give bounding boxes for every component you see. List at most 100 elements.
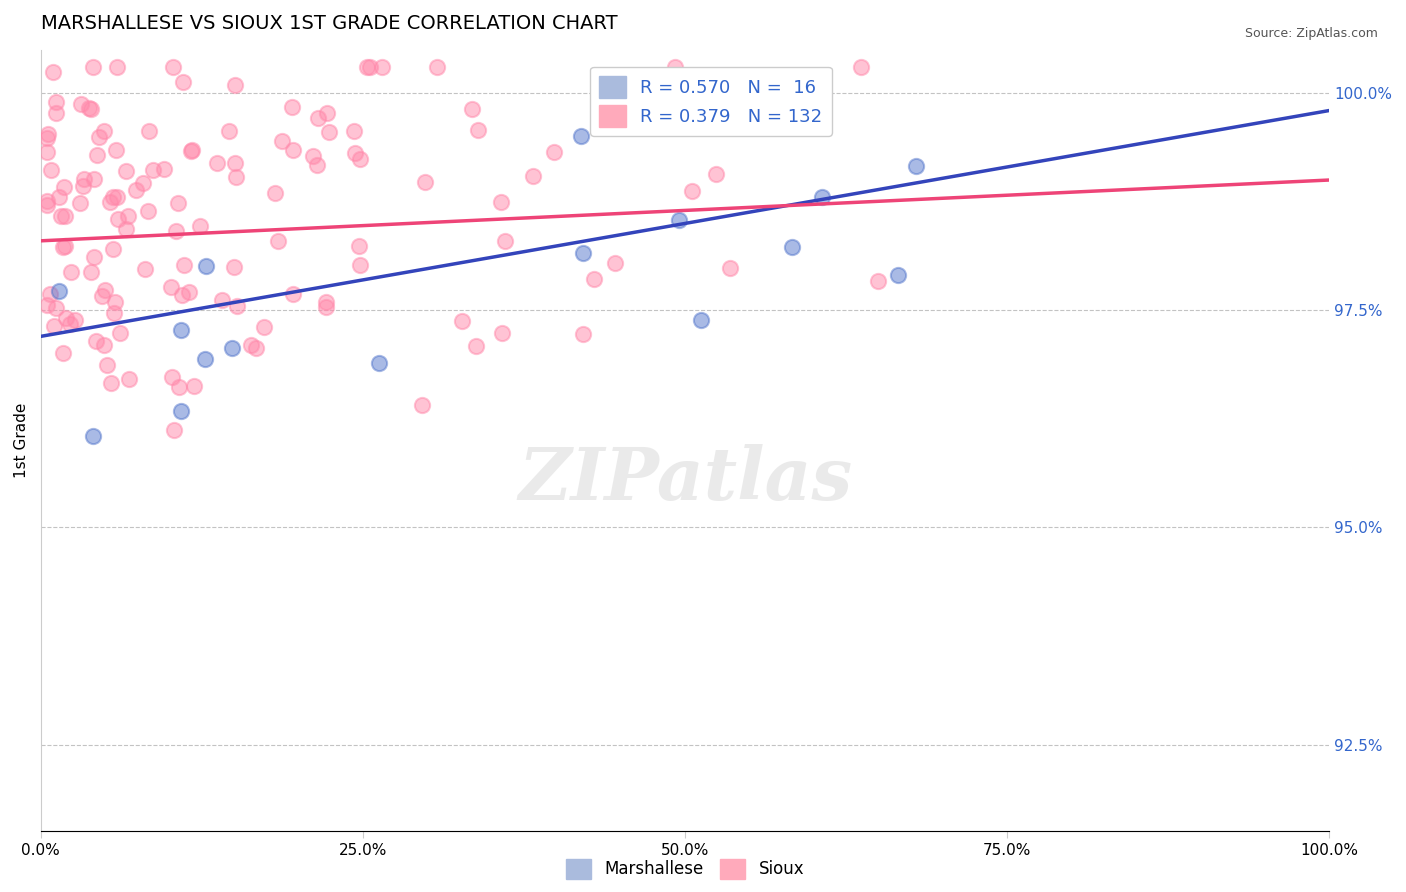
- Point: [904, 159, 927, 173]
- Point: [811, 190, 834, 204]
- Point: [461, 103, 484, 117]
- Point: [222, 260, 245, 275]
- Point: [100, 376, 122, 390]
- Point: [63, 313, 86, 327]
- Point: [367, 356, 389, 370]
- Point: [349, 152, 371, 166]
- Point: [153, 161, 176, 176]
- Point: [681, 184, 703, 198]
- Point: [105, 189, 128, 203]
- Point: [413, 175, 436, 189]
- Point: [690, 313, 713, 327]
- Point: [110, 326, 132, 340]
- Point: [159, 280, 181, 294]
- Point: [315, 106, 337, 120]
- Point: [115, 221, 138, 235]
- Point: [170, 323, 193, 337]
- Point: [718, 261, 741, 276]
- Point: [167, 195, 190, 210]
- Point: [451, 314, 474, 328]
- Point: [59, 265, 82, 279]
- Point: [117, 209, 139, 223]
- Point: [664, 60, 686, 74]
- Point: [162, 423, 184, 437]
- Point: [162, 60, 184, 74]
- Text: MARSHALLESE VS SIOUX 1ST GRADE CORRELATION CHART: MARSHALLESE VS SIOUX 1ST GRADE CORRELATI…: [41, 14, 617, 33]
- Point: [307, 112, 329, 126]
- Point: [318, 125, 340, 139]
- Point: [134, 262, 156, 277]
- Point: [45, 301, 67, 315]
- Point: [315, 300, 337, 314]
- Point: [59, 317, 82, 331]
- Point: [465, 339, 488, 353]
- Point: [267, 234, 290, 248]
- Point: [605, 256, 627, 270]
- Point: [849, 60, 872, 74]
- Point: [494, 235, 516, 249]
- Point: [86, 148, 108, 162]
- Point: [39, 163, 62, 178]
- Point: [252, 319, 274, 334]
- Point: [302, 149, 325, 163]
- Point: [103, 306, 125, 320]
- Point: [42, 319, 65, 334]
- Point: [239, 337, 262, 351]
- Point: [98, 194, 121, 209]
- Point: [211, 293, 233, 307]
- Point: [42, 64, 65, 78]
- Point: [359, 60, 381, 74]
- Point: [83, 172, 105, 186]
- Point: [572, 246, 595, 260]
- Point: [307, 158, 329, 172]
- Point: [543, 145, 565, 160]
- Point: [94, 283, 117, 297]
- Point: [37, 130, 59, 145]
- Point: [264, 186, 287, 200]
- Point: [170, 288, 193, 302]
- Point: [72, 178, 94, 193]
- Point: [118, 372, 141, 386]
- Point: [188, 219, 211, 233]
- Point: [105, 60, 128, 74]
- Point: [224, 156, 246, 170]
- Text: Source: ZipAtlas.com: Source: ZipAtlas.com: [1244, 27, 1378, 40]
- Point: [344, 146, 367, 161]
- Point: [225, 169, 247, 184]
- Point: [411, 398, 433, 412]
- Point: [205, 156, 228, 170]
- Point: [138, 204, 160, 219]
- Point: [221, 341, 243, 355]
- Point: [194, 351, 217, 366]
- Point: [572, 327, 595, 342]
- Point: [132, 176, 155, 190]
- Point: [224, 78, 246, 92]
- Point: [115, 164, 138, 178]
- Point: [53, 239, 76, 253]
- Point: [80, 102, 103, 116]
- Point: [170, 404, 193, 418]
- Point: [138, 123, 160, 137]
- Point: [49, 209, 72, 223]
- Point: [583, 272, 606, 286]
- Point: [82, 429, 104, 443]
- Point: [37, 194, 59, 208]
- Point: [53, 209, 76, 223]
- Point: [107, 212, 129, 227]
- Point: [371, 60, 394, 74]
- Point: [101, 242, 124, 256]
- Point: [283, 143, 305, 157]
- Point: [93, 338, 115, 352]
- Point: [347, 238, 370, 252]
- Point: [80, 265, 103, 279]
- Point: [489, 194, 512, 209]
- Point: [77, 101, 100, 115]
- Point: [125, 183, 148, 197]
- Point: [87, 129, 110, 144]
- Y-axis label: 1st Grade: 1st Grade: [14, 403, 30, 478]
- Point: [45, 95, 67, 110]
- Point: [177, 285, 200, 300]
- Point: [704, 167, 727, 181]
- Point: [281, 286, 304, 301]
- Point: [225, 299, 247, 313]
